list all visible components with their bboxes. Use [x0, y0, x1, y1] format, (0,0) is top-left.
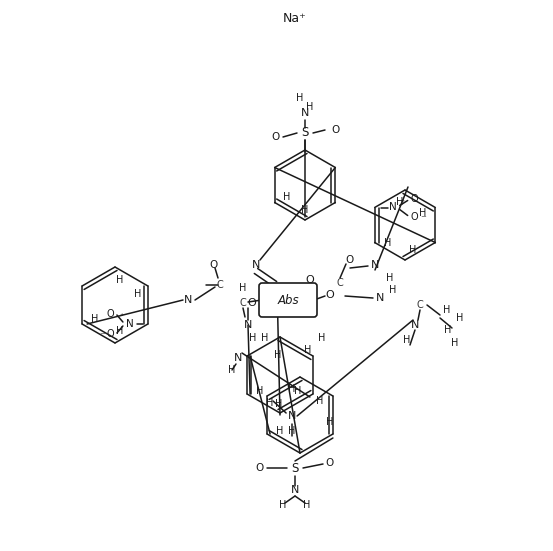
Text: H: H — [283, 192, 290, 203]
Text: O: O — [326, 290, 335, 300]
FancyBboxPatch shape — [259, 283, 317, 317]
Text: H: H — [316, 396, 324, 406]
Text: S: S — [291, 462, 299, 474]
Text: H: H — [326, 417, 333, 427]
Text: H: H — [228, 365, 236, 375]
Text: H: H — [134, 289, 142, 299]
Text: N: N — [291, 485, 299, 495]
Text: N: N — [234, 353, 242, 363]
Text: S: S — [301, 127, 309, 139]
Text: N: N — [371, 260, 379, 270]
Text: N: N — [389, 203, 397, 213]
Text: O: O — [331, 125, 339, 135]
Text: O: O — [346, 255, 354, 265]
Text: N: N — [288, 411, 296, 421]
Text: H: H — [451, 338, 458, 348]
Text: C: C — [217, 280, 223, 290]
Text: ⁻: ⁻ — [99, 331, 105, 341]
Text: C: C — [239, 298, 247, 308]
Text: N: N — [244, 320, 252, 330]
Text: H: H — [304, 345, 312, 355]
Text: N: N — [252, 260, 260, 270]
Text: H: H — [257, 386, 264, 396]
Text: Na⁺: Na⁺ — [283, 12, 307, 24]
Text: H: H — [403, 335, 411, 345]
Text: O: O — [306, 275, 314, 285]
Text: O: O — [271, 132, 279, 142]
Text: H: H — [276, 426, 284, 436]
Text: H: H — [116, 326, 124, 336]
Text: O: O — [248, 298, 257, 308]
Text: ⁺: ⁺ — [120, 312, 124, 321]
Text: Abs: Abs — [277, 294, 299, 306]
Text: N: N — [126, 319, 134, 329]
Text: N: N — [184, 295, 192, 305]
Text: O: O — [106, 309, 114, 319]
Text: H: H — [294, 386, 301, 396]
Text: H: H — [267, 398, 274, 408]
Text: H: H — [397, 197, 404, 207]
Text: H: H — [288, 384, 296, 394]
Text: N: N — [271, 285, 279, 295]
Text: O: O — [256, 463, 264, 473]
Text: H: H — [444, 305, 451, 315]
Text: H: H — [303, 500, 311, 510]
Text: O: O — [326, 458, 334, 468]
Text: H: H — [319, 333, 326, 343]
Text: O: O — [411, 213, 419, 223]
Text: H: H — [444, 325, 452, 335]
Text: H: H — [116, 275, 124, 285]
Text: ⁺: ⁺ — [400, 198, 405, 207]
Text: H: H — [262, 333, 269, 343]
Text: N: N — [376, 293, 384, 303]
Text: N: N — [411, 320, 419, 330]
Text: H: H — [91, 314, 99, 324]
Text: H: H — [389, 285, 397, 295]
Text: H: H — [239, 283, 247, 293]
Text: H: H — [301, 205, 309, 215]
Text: H: H — [289, 426, 296, 436]
Text: H: H — [409, 245, 417, 255]
Text: H: H — [306, 102, 314, 112]
Text: H: H — [249, 333, 257, 343]
Text: ⁻: ⁻ — [420, 214, 426, 224]
Text: N: N — [301, 108, 309, 118]
Text: H: H — [419, 208, 426, 218]
Text: H: H — [456, 313, 463, 323]
Text: O: O — [106, 329, 114, 339]
Text: O: O — [411, 195, 419, 204]
Text: H: H — [384, 237, 392, 247]
Text: C: C — [337, 278, 343, 288]
Text: H: H — [279, 500, 286, 510]
Text: C: C — [416, 300, 424, 310]
Text: O: O — [209, 260, 217, 270]
Text: H: H — [274, 350, 281, 360]
Text: H: H — [387, 273, 394, 283]
Text: H: H — [275, 399, 283, 409]
Text: H: H — [296, 93, 304, 103]
